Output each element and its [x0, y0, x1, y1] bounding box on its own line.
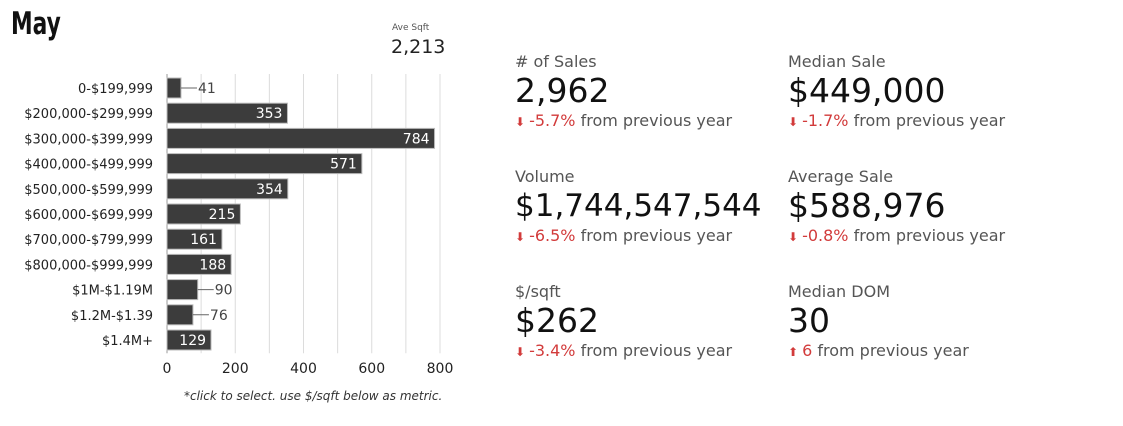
metric-change: ⬇ -5.7% from previous year: [515, 111, 732, 132]
metric-change: ⬆ 6 from previous year: [788, 341, 969, 362]
value-label: 571: [330, 157, 357, 173]
category-label: $200,000-$299,999: [24, 107, 153, 122]
metric-label: $/sqft: [515, 282, 561, 301]
metric-volume[interactable]: Volume $1,744,547,544 ⬇ -6.5% from previo…: [515, 168, 762, 247]
category-label: $300,000-$399,999: [24, 132, 153, 147]
ave-sqft-value: 2,213: [391, 36, 446, 58]
metric-price-per-sqft[interactable]: $/sqft $262 ⬇ -3.4% from previous year: [515, 283, 732, 362]
metric-value: 30: [788, 301, 830, 340]
category-label: $800,000-$999,999: [24, 258, 153, 273]
x-tick-label: 0: [163, 361, 172, 377]
metric-value: 2,962: [515, 71, 610, 110]
chart-footnote: *click to select. use $/sqft below as me…: [184, 389, 443, 403]
metric-number-of-sales[interactable]: # of Sales 2,962 ⬇ -5.7% from previous ye…: [515, 53, 732, 132]
metric-label: Median Sale: [788, 52, 886, 71]
bar[interactable]: [166, 304, 194, 326]
x-tick-label: 400: [290, 361, 317, 377]
metric-median-sale[interactable]: Median Sale $449,000 ⬇ -1.7% from previou…: [788, 53, 1005, 132]
bar[interactable]: [166, 228, 223, 250]
change-delta: 6: [802, 341, 813, 360]
bar[interactable]: [166, 329, 212, 351]
arrow-down-icon: ⬇: [788, 230, 799, 244]
category-label: $600,000-$699,999: [24, 208, 153, 223]
bar[interactable]: [166, 77, 182, 99]
metric-average-sale[interactable]: Average Sale $588,976 ⬇ -0.8% from previo…: [788, 168, 1005, 247]
bar[interactable]: [166, 153, 363, 175]
value-label: 76: [210, 308, 228, 324]
bar[interactable]: [166, 127, 436, 149]
category-label: $700,000-$799,999: [24, 233, 153, 248]
bar[interactable]: [166, 102, 288, 124]
change-suffix: from previous year: [580, 226, 733, 245]
arrow-down-icon: ⬇: [515, 115, 526, 129]
value-label: 129: [179, 333, 206, 349]
metric-label: Median DOM: [788, 282, 890, 301]
change-delta: -0.8%: [802, 226, 849, 245]
bar[interactable]: [166, 279, 199, 301]
metric-change: ⬇ -1.7% from previous year: [788, 111, 1005, 132]
value-label: 161: [190, 232, 217, 248]
change-delta: -3.4%: [529, 341, 576, 360]
change-delta: -1.7%: [802, 111, 849, 130]
category-label: $1.4M+: [102, 334, 153, 349]
change-suffix: from previous year: [580, 111, 733, 130]
metric-median-dom[interactable]: Median DOM 30 ⬆ 6 from previous year: [788, 283, 969, 362]
arrow-up-icon: ⬆: [788, 345, 799, 359]
value-label: 215: [209, 207, 236, 223]
category-label: 0-$199,999: [78, 82, 153, 97]
metric-label: Average Sale: [788, 167, 894, 186]
value-label: 188: [199, 257, 226, 273]
arrow-down-icon: ⬇: [515, 230, 526, 244]
change-suffix: from previous year: [853, 226, 1006, 245]
change-suffix: from previous year: [853, 111, 1006, 130]
metric-value: $588,976: [788, 186, 946, 225]
ave-sqft-label: Ave Sqft: [392, 23, 430, 33]
metric-value: $262: [515, 301, 599, 340]
change-delta: -6.5%: [529, 226, 576, 245]
category-label: $1M-$1.19M: [72, 284, 153, 299]
x-tick-label: 600: [358, 361, 385, 377]
change-suffix: from previous year: [817, 341, 969, 360]
metric-value: $1,744,547,544: [515, 188, 762, 224]
category-label: $400,000-$499,999: [24, 158, 153, 173]
change-suffix: from previous year: [580, 341, 733, 360]
arrow-down-icon: ⬇: [788, 115, 799, 129]
value-label: 90: [215, 283, 233, 299]
change-delta: -5.7%: [529, 111, 576, 130]
metric-label: Volume: [515, 167, 575, 186]
value-label: 41: [198, 81, 216, 97]
metric-change: ⬇ -0.8% from previous year: [788, 226, 1005, 247]
metric-change: ⬇ -3.4% from previous year: [515, 341, 732, 362]
category-label: $500,000-$599,999: [24, 183, 153, 198]
x-tick-label: 800: [427, 361, 454, 377]
bar[interactable]: [166, 178, 289, 200]
price-range-bar-chart: 0-$199,999 41 $200,000-$299,999 353 $300,000…: [24, 74, 454, 377]
metric-value: $449,000: [788, 71, 946, 110]
bar[interactable]: [166, 253, 232, 275]
x-tick-label: 200: [222, 361, 249, 377]
category-label: $1.2M-$1.39: [71, 309, 153, 324]
metric-label: # of Sales: [515, 52, 597, 71]
bar[interactable]: [166, 203, 241, 225]
metric-change: ⬇ -6.5% from previous year: [515, 226, 762, 247]
value-label: 354: [256, 182, 283, 198]
value-label: 353: [256, 106, 283, 122]
value-label: 784: [403, 131, 430, 147]
page-title: May: [11, 6, 61, 42]
arrow-down-icon: ⬇: [515, 345, 526, 359]
